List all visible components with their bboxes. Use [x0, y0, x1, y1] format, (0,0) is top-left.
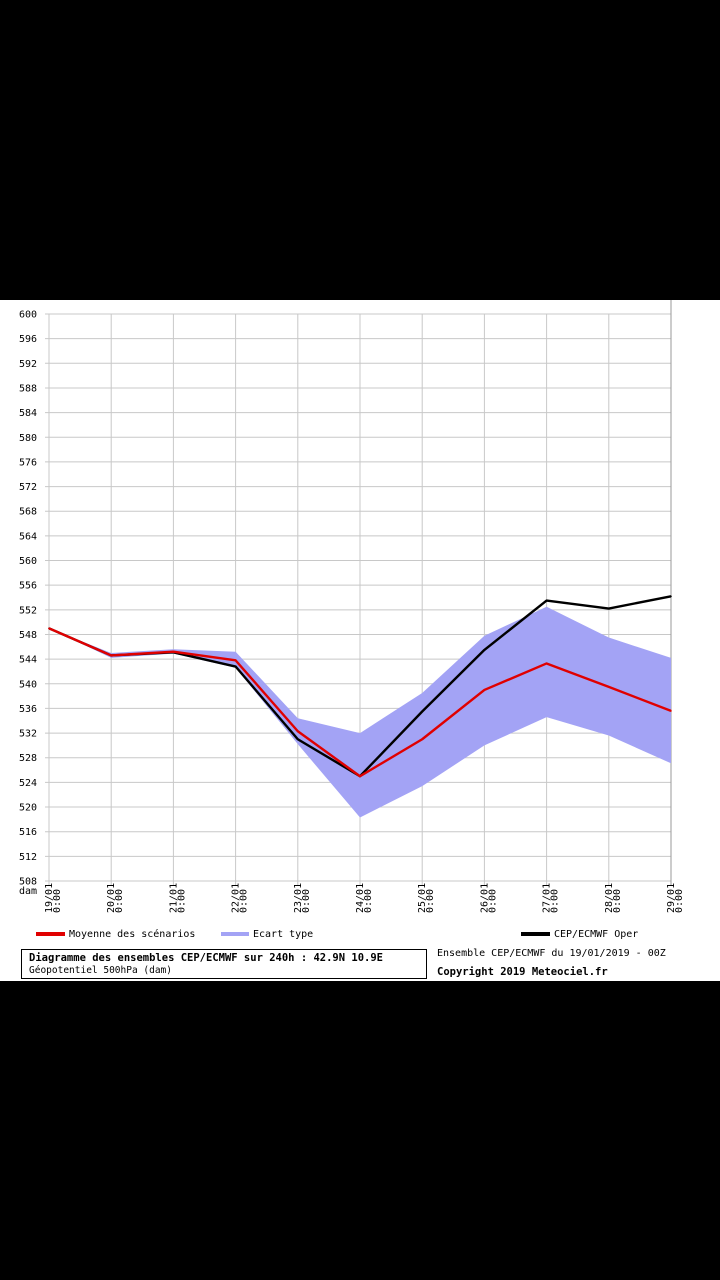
- y-tick-label: 508: [19, 877, 37, 888]
- x-tick-date: 19/01: [44, 883, 55, 913]
- y-tick-label: 564: [19, 531, 37, 542]
- x-tick-date: 26/01: [479, 883, 490, 913]
- run-info: Ensemble CEP/ECMWF du 19/01/2019 - 00Z: [437, 948, 666, 959]
- x-tick-label: 23/010:00: [293, 883, 312, 913]
- chart-panel: 508 512 516 520 524 528 532 536 540 544 548 552 556 5…: [0, 300, 720, 981]
- x-tick-date: 21/01: [168, 883, 179, 913]
- y-tick-label: 580: [19, 433, 37, 444]
- copyright: Copyright 2019 Meteociel.fr: [437, 966, 608, 978]
- mean-line-point: [483, 689, 486, 691]
- legend-oper: CEP/ECMWF Oper: [521, 927, 638, 941]
- y-tick-label: 560: [19, 556, 37, 567]
- x-tick-label: 20/010:00: [106, 883, 125, 913]
- x-tick-date: 27/01: [542, 883, 553, 913]
- mean-line-point: [608, 686, 610, 688]
- y-tick-label: 532: [19, 729, 37, 740]
- legend-mean: Moyenne des scénarios: [36, 927, 195, 941]
- x-tick-time: 0:00: [425, 889, 436, 913]
- series-group: [48, 595, 672, 778]
- x-tick-label: 25/010:00: [417, 883, 436, 913]
- grid-lines: [0, 300, 720, 920]
- y-tick-label: 516: [19, 827, 37, 838]
- x-tick-time: 0:00: [674, 889, 685, 913]
- x-tick-label: 28/010:00: [604, 883, 623, 913]
- y-tick-label: 536: [19, 704, 37, 715]
- y-tick-label: 568: [19, 507, 37, 518]
- y-tick-label: 572: [19, 482, 37, 493]
- chart-subtitle: Géopotentiel 500hPa (dam): [29, 965, 172, 976]
- y-tick-label: 576: [19, 457, 37, 468]
- oper-line-point: [297, 738, 299, 741]
- x-tick-time: 0:00: [612, 889, 623, 913]
- x-tick-label: 22/010:00: [231, 883, 250, 913]
- legend-mean-label: Moyenne des scénarios: [69, 928, 196, 940]
- x-tick-time: 0:00: [52, 889, 63, 913]
- y-axis-label: dam: [19, 886, 37, 897]
- x-tick-date: 23/01: [293, 883, 304, 913]
- y-tick-label: 588: [19, 383, 37, 394]
- x-tick-time: 0:00: [114, 889, 125, 913]
- x-tick-time: 0:00: [239, 889, 250, 913]
- y-tick-label: 592: [19, 359, 37, 370]
- oper-line-point: [545, 599, 548, 602]
- x-tick-label: 26/010:00: [479, 883, 498, 913]
- y-tick-label: 600: [19, 310, 37, 321]
- oper-line-point: [421, 710, 424, 713]
- y-tick-label: 584: [19, 408, 37, 419]
- mean-line-point: [297, 730, 299, 733]
- x-tick-date: 24/01: [355, 883, 366, 913]
- ensemble-chart: 508 512 516 520 524 528 532 536 540 544 548 552 556 5…: [0, 300, 720, 920]
- mean-line-point: [234, 659, 237, 662]
- x-axis-ticks: 19/010:00 20/010:00 21/010:00 22/010:00 23/0…: [44, 883, 685, 913]
- legend-stddev: Ecart type: [221, 927, 313, 941]
- oper-line-point: [608, 607, 610, 610]
- legend-stddev-label: Ecart type: [253, 928, 314, 940]
- chart-title: Diagramme des ensembles CEP/ECMWF sur 24…: [29, 952, 384, 964]
- y-tick-label: 552: [19, 605, 37, 616]
- y-tick-label: 556: [19, 581, 37, 592]
- mean-line-point: [48, 627, 50, 630]
- y-tick-label: 548: [19, 630, 37, 641]
- x-tick-date: 22/01: [231, 883, 242, 913]
- x-tick-label: 29/010:00: [666, 883, 685, 913]
- x-tick-time: 0:00: [301, 889, 312, 913]
- x-tick-label: 21/010:00: [168, 883, 187, 913]
- oper-line-point: [234, 665, 237, 668]
- mean-line-point: [670, 710, 672, 712]
- x-tick-label: 24/010:00: [355, 883, 374, 913]
- chart-info-box: Diagramme des ensembles CEP/ECMWF sur 24…: [21, 949, 427, 979]
- oper-line-point: [483, 649, 486, 651]
- y-tick-label: 528: [19, 753, 37, 764]
- mean-line-point: [172, 650, 175, 653]
- legend-oper-swatch: [521, 932, 550, 936]
- mean-line-point: [421, 738, 424, 741]
- legend-oper-label: CEP/ECMWF Oper: [554, 928, 639, 940]
- x-tick-time: 0:00: [550, 889, 561, 913]
- y-tick-label: 520: [19, 803, 37, 814]
- x-tick-label: 19/010:00: [44, 883, 63, 913]
- y-axis-ticks: 508 512 516 520 524 528 532 536 540 544 548 552 556 5…: [19, 310, 37, 888]
- mean-line-point: [545, 662, 548, 665]
- x-tick-time: 0:00: [363, 889, 374, 913]
- y-tick-label: 544: [19, 655, 37, 666]
- x-tick-time: 0:00: [176, 889, 187, 913]
- y-tick-label: 512: [19, 852, 37, 863]
- mean-line-point: [359, 775, 361, 778]
- x-tick-time: 0:00: [487, 889, 498, 913]
- x-tick-date: 20/01: [106, 883, 117, 913]
- x-tick-label: 27/010:00: [542, 883, 561, 913]
- x-tick-date: 25/01: [417, 883, 428, 913]
- y-tick-label: 596: [19, 334, 37, 345]
- mean-line-point: [110, 654, 112, 657]
- x-tick-date: 29/01: [666, 883, 677, 913]
- y-tick-label: 540: [19, 679, 37, 690]
- oper-line-point: [670, 595, 672, 598]
- legend-stddev-swatch: [221, 932, 249, 936]
- y-tick-label: 524: [19, 778, 37, 789]
- legend-mean-swatch: [36, 932, 65, 936]
- x-tick-date: 28/01: [604, 883, 615, 913]
